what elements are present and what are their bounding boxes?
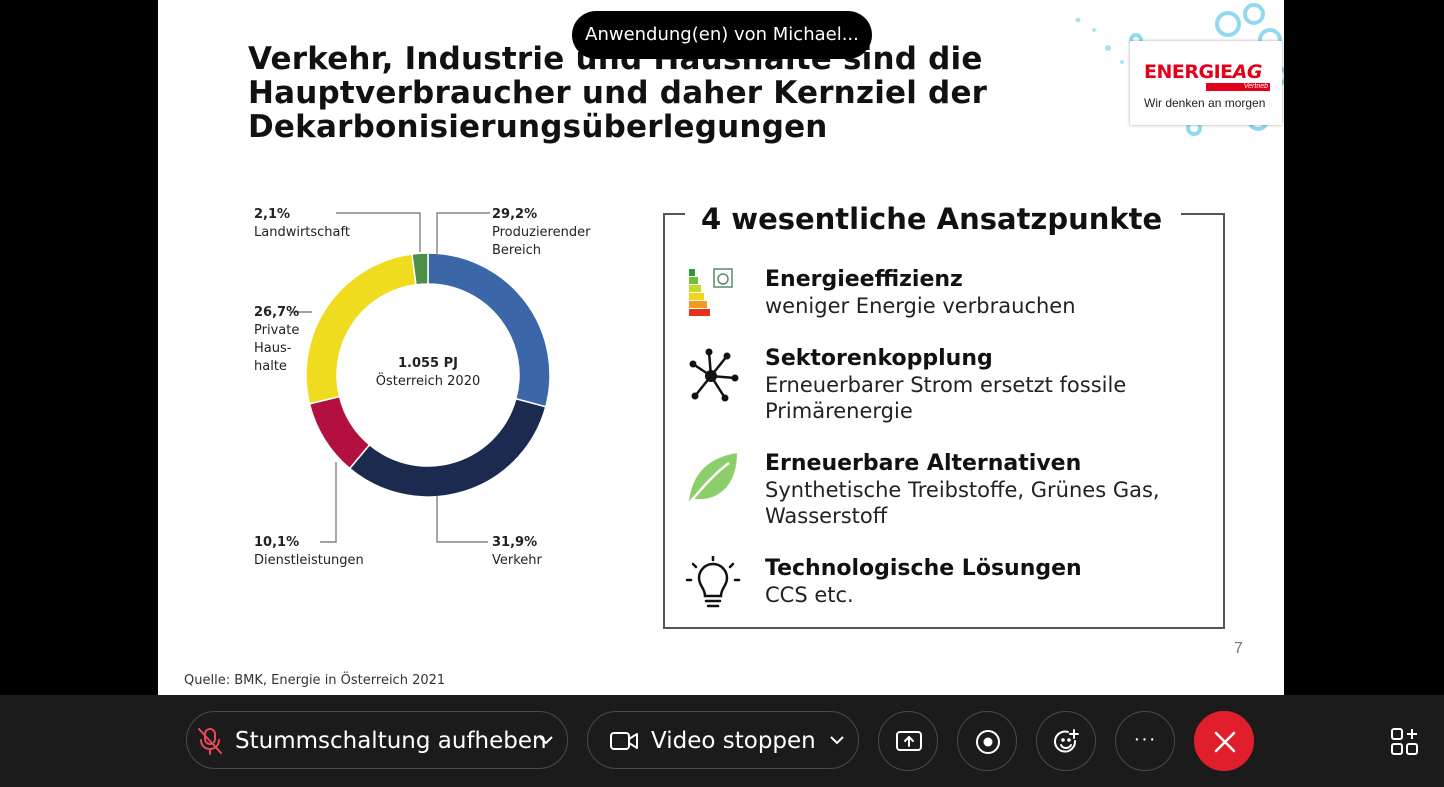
point-body: Synthetische Treibstoffe, Grünes Gas, Wa… [765,478,1160,528]
emoji-add-icon [1054,729,1079,753]
reactions-button[interactable] [1036,711,1096,771]
point-heading: Technologische Lösungen [765,556,1082,581]
share-screen-icon [896,731,922,751]
more-options-button[interactable]: ··· [1115,711,1175,771]
record-button[interactable] [957,711,1017,771]
screen-share-banner[interactable]: Anwendung(en) von Michael... [572,11,872,59]
label-name: Dienstleistungen [254,553,364,568]
label-landwirtschaft: 2,1% Landwirtschaft [254,206,350,242]
point-heading: Erneuerbare Alternativen [765,451,1082,476]
label-produzierender-bereich: 29,2% Produzierender Bereich [492,206,590,260]
donut-slice-landwirtschaft [411,252,429,286]
label-pct: 2,1% [254,207,291,222]
energy-label-icon [689,268,733,316]
label-pct: 10,1% [254,535,300,550]
point-body: Erneuerbarer Strom ersetzt fossile Primä… [765,373,1127,423]
leader-lines [289,212,490,543]
energie-ag-logo: ENERGIEAG Vertrieb Wir denken an morgen [1130,41,1282,125]
point-heading: Sektorenkopplung [765,346,993,371]
end-call-button[interactable] [1194,711,1254,771]
shared-slide: Verkehr, Industrie und Haushalte sind di… [158,0,1284,695]
point-text: Sektorenkopplung Erneuerbarer Strom erse… [765,346,1225,424]
point-text: Energieeffizienz weniger Energie verbrau… [765,267,1225,319]
label-name: Verkehr [492,553,542,568]
chevron-down-icon[interactable] [539,736,553,745]
logo-brand-main: ENERGIE [1144,61,1233,83]
donut-center-value: 1.055 PJ [397,356,458,371]
stop-video-label: Video stoppen [651,728,816,754]
energy-donut-chart [289,212,551,543]
ellipsis-icon: ··· [1133,728,1157,750]
page-number: 7 [1234,640,1243,657]
label-pct: 26,7% [254,305,300,320]
logo-subbrand: Vertrieb [1206,83,1270,91]
donut-slice-verkehr [348,397,547,498]
share-screen-button[interactable] [878,711,938,771]
point-body: weniger Energie verbrauchen [765,294,1076,318]
network-icon [689,348,739,402]
approaches-panel: 4 wesentliche Ansatzpunkte Energieeffizi… [663,202,1225,629]
close-icon [1214,731,1236,753]
label-name: Produzierender Bereich [492,225,591,258]
point-heading: Energieeffizienz [765,267,963,292]
chevron-down-icon[interactable] [830,736,844,745]
record-icon [976,730,1000,754]
source-note: Quelle: BMK, Energie in Österreich 2021 [184,673,446,688]
leaf-icon [689,453,737,502]
panel-border-top-left [663,213,685,215]
stop-video-button[interactable]: Video stoppen [587,711,859,769]
point-body: CCS etc. [765,583,854,607]
meeting-toolbar: Stummschaltung aufheben Video stoppen [0,695,1444,787]
lightbulb-icon [685,556,741,608]
donut-center-text: 1.055 PJ Österreich 2020 [358,355,498,391]
label-pct: 31,9% [492,535,538,550]
microphone-muted-icon [198,728,222,755]
label-verkehr: 31,9% Verkehr [492,534,542,570]
label-name: Private Haus- halte [254,323,300,374]
label-name: Landwirtschaft [254,225,350,240]
video-camera-icon [610,732,638,750]
panel-title: 4 wesentliche Ansatzpunkte [695,202,1169,236]
label-dienstleistungen: 10,1% Dienstleistungen [254,534,364,570]
donut-center-label: Österreich 2020 [375,374,481,389]
unmute-label: Stummschaltung aufheben [235,728,547,754]
panel-border-top-right [1181,213,1225,215]
layout-grid-icon[interactable] [1390,727,1420,757]
point-text: Technologische Lösungen CCS etc. [765,556,1225,608]
label-pct: 29,2% [492,207,538,222]
point-text: Erneuerbare Alternativen Synthetische Tr… [765,451,1225,529]
logo-brand: ENERGIEAG [1144,61,1262,83]
label-private-haushalte: 26,7% Private Haus- halte [254,304,299,376]
logo-brand-ag: AG [1232,61,1263,83]
unmute-button[interactable]: Stummschaltung aufheben [186,711,568,769]
logo-tagline: Wir denken an morgen [1144,96,1266,110]
